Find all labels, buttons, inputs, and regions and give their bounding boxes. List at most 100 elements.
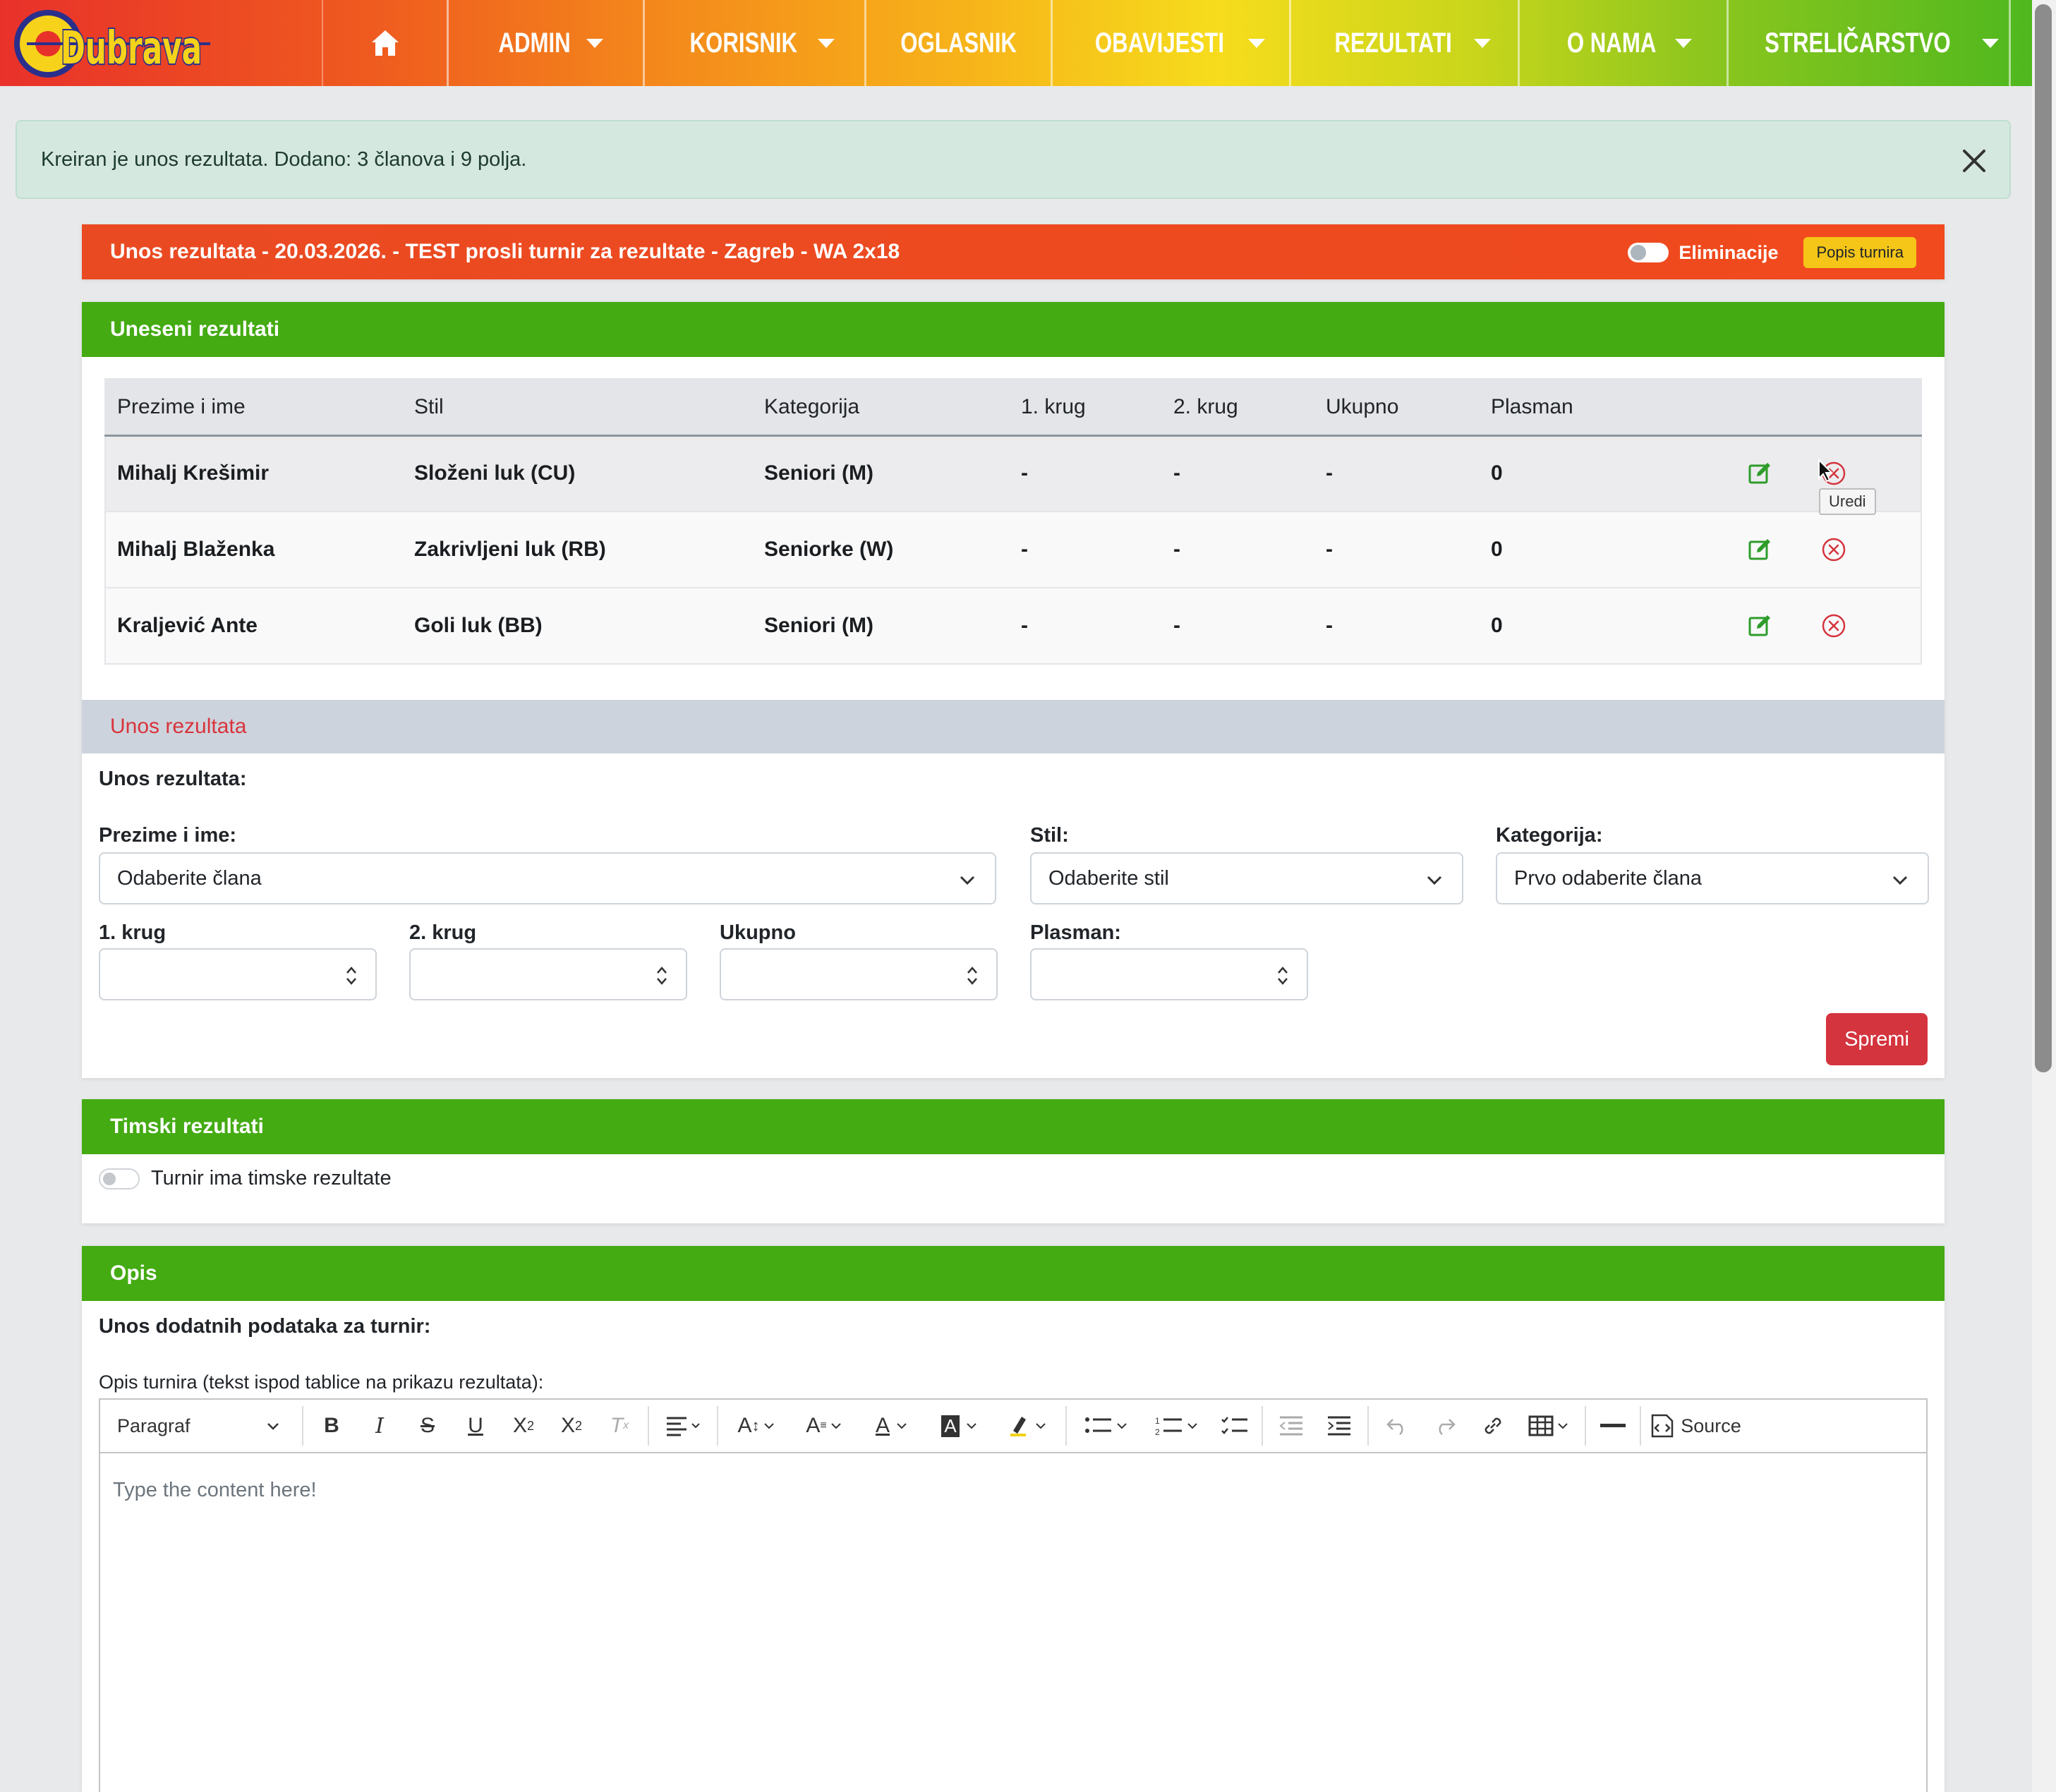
style-select[interactable]: Odaberite stil <box>1030 852 1463 904</box>
save-button[interactable]: Spremi <box>1826 1013 1928 1065</box>
nav-home[interactable] <box>323 0 449 86</box>
highlight-icon[interactable] <box>993 1399 1061 1453</box>
category-select-value: Prvo odaberite člana <box>1514 866 1702 890</box>
tournament-header-card: Unos rezultata - 20.03.2026. - TEST pros… <box>82 224 1945 279</box>
cell-round1: - <box>1010 511 1162 588</box>
team-results-toggle[interactable] <box>99 1168 140 1189</box>
svg-text:1: 1 <box>1155 1416 1160 1426</box>
cell-place: 0 <box>1480 435 1748 512</box>
col-round2: 2. krug <box>1162 379 1314 437</box>
cell-total: - <box>1314 588 1480 665</box>
entry-section-header: Unos rezultata <box>82 700 1945 753</box>
col-place: Plasman <box>1480 379 1748 437</box>
description-card: Opis Unos dodatnih podataka za turnir: O… <box>82 1246 1945 1792</box>
mouse-cursor-icon <box>1818 459 1834 483</box>
font-color-icon[interactable]: A <box>858 1399 926 1453</box>
cell-round1: - <box>1010 588 1162 665</box>
cell-round2: - <box>1162 435 1314 512</box>
member-select[interactable]: Odaberite člana <box>99 852 996 904</box>
edit-icon[interactable] <box>1748 614 1772 638</box>
todo-list-icon[interactable] <box>1212 1399 1257 1453</box>
results-card-header: Uneseni rezultati <box>82 302 1945 357</box>
style-select-value: Odaberite stil <box>1048 866 1169 890</box>
font-size-icon[interactable]: A ↕ <box>722 1399 790 1453</box>
spinner-icon[interactable] <box>344 964 358 988</box>
nav-korisnik[interactable]: KORISNIK <box>645 0 866 86</box>
total-input[interactable] <box>720 948 998 1000</box>
description-card-header: Opis <box>82 1246 1945 1301</box>
chevron-down-icon <box>1474 38 1492 48</box>
spinner-icon[interactable] <box>965 964 979 988</box>
nav-oglasnik[interactable]: OGLASNIK <box>866 0 1053 86</box>
redo-icon[interactable] <box>1421 1399 1469 1453</box>
underline-icon[interactable]: U <box>468 1414 483 1437</box>
toolbar-divider <box>1262 1406 1263 1446</box>
chevron-down-icon <box>1892 876 1908 885</box>
cell-name: Mihalj Krešimir <box>105 435 403 512</box>
eliminations-label: Eliminacije <box>1679 241 1779 263</box>
nav-o-nama[interactable]: O NAMA <box>1520 0 1729 86</box>
round2-input[interactable] <box>409 948 687 1000</box>
link-icon[interactable] <box>1469 1399 1517 1453</box>
delete-icon[interactable] <box>1821 613 1846 638</box>
undo-icon[interactable] <box>1373 1399 1421 1453</box>
table-icon[interactable] <box>1517 1399 1580 1453</box>
background-color-icon[interactable]: A <box>926 1399 993 1453</box>
horizontal-line-icon[interactable] <box>1590 1399 1635 1453</box>
delete-icon[interactable] <box>1821 537 1846 562</box>
category-select[interactable]: Prvo odaberite člana <box>1496 852 1929 904</box>
cell-category: Seniori (M) <box>753 435 1010 512</box>
results-title: Uneseni rezultati <box>110 317 280 341</box>
editor-placeholder: Type the content here! <box>113 1479 317 1501</box>
logo-icon: Dubrava <box>14 10 210 78</box>
chevron-down-icon <box>960 876 975 885</box>
edit-tooltip: Uredi <box>1819 488 1876 515</box>
outdent-icon[interactable] <box>1267 1399 1315 1453</box>
chevron-down-icon <box>1674 38 1692 48</box>
nav-obavijesti[interactable]: OBAVIJESTI <box>1053 0 1291 86</box>
close-icon[interactable] <box>1960 147 1988 175</box>
edit-icon[interactable] <box>1748 538 1772 562</box>
col-category: Kategorija <box>753 379 1010 437</box>
chevron-down-icon <box>586 38 604 48</box>
align-icon[interactable] <box>653 1399 713 1453</box>
col-name: Prezime i ime <box>105 379 403 437</box>
eliminations-toggle[interactable] <box>1628 243 1669 262</box>
place-input[interactable] <box>1030 948 1308 1000</box>
cell-category: Seniorke (W) <box>753 511 1010 588</box>
team-toggle-row: Turnir ima timske rezultate <box>99 1167 392 1190</box>
bold-icon[interactable]: B <box>324 1414 339 1437</box>
svg-text:Dubrava: Dubrava <box>61 23 202 75</box>
round1-input[interactable] <box>99 948 377 1000</box>
round2-label: 2. krug <box>409 921 477 944</box>
paragraph-select[interactable]: Paragraf <box>100 1399 298 1453</box>
tournament-list-button[interactable]: Popis turnira <box>1803 237 1916 268</box>
spinner-icon[interactable] <box>1276 964 1290 988</box>
edit-icon[interactable] <box>1748 461 1772 485</box>
spinner-icon[interactable] <box>655 964 669 988</box>
indent-icon[interactable] <box>1315 1399 1363 1453</box>
tournament-title: Unos rezultata - 20.03.2026. - TEST pros… <box>110 240 900 263</box>
bulleted-list-icon[interactable] <box>1071 1399 1142 1453</box>
site-logo[interactable]: Dubrava <box>0 0 323 86</box>
description-field-label: Opis turnira (tekst ispod tablice na pri… <box>99 1372 544 1393</box>
scrollbar-thumb[interactable] <box>2035 4 2052 1072</box>
source-button[interactable]: Source <box>1645 1399 1744 1453</box>
editor-content-area[interactable]: Type the content here! <box>100 1453 1926 1527</box>
italic-icon[interactable]: I <box>375 1413 384 1439</box>
table-row: Mihalj Krešimir Složeni luk (CU) Seniori… <box>105 435 1921 512</box>
cell-place: 0 <box>1480 588 1748 665</box>
nav-streljcarstvo[interactable]: STRELIČARSTVO <box>1729 0 2011 86</box>
font-family-icon[interactable]: A ≡ <box>790 1399 858 1453</box>
toolbar-divider <box>717 1406 718 1446</box>
strikethrough-icon[interactable]: S <box>420 1414 435 1437</box>
nav-rezultati[interactable]: REZULTATI <box>1291 0 1520 86</box>
nav-admin[interactable]: ADMIN <box>449 0 645 86</box>
toolbar-divider <box>302 1406 303 1446</box>
